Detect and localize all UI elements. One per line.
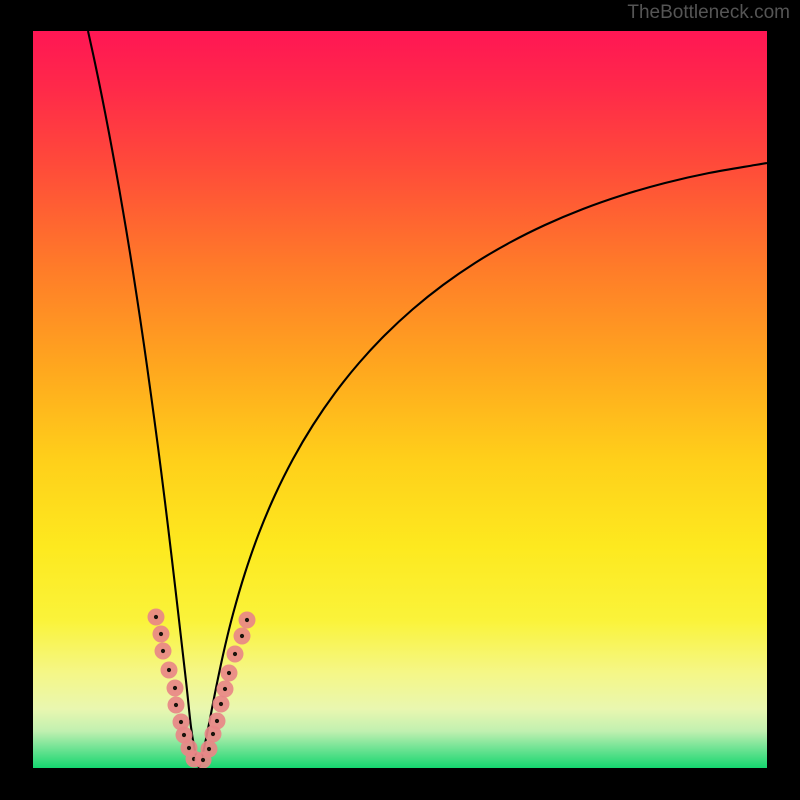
data-marker-center: [227, 671, 231, 675]
right-curve: [199, 163, 767, 768]
data-marker-center: [187, 746, 191, 750]
data-marker-center: [173, 686, 177, 690]
data-marker-center: [245, 618, 249, 622]
data-marker-center: [154, 615, 158, 619]
data-marker-center: [167, 668, 171, 672]
data-marker-center: [182, 733, 186, 737]
data-marker-center: [240, 634, 244, 638]
curve-overlay: [33, 31, 767, 768]
data-marker-center: [174, 703, 178, 707]
data-marker-center: [207, 747, 211, 751]
data-marker-center: [211, 732, 215, 736]
plot-area: [33, 31, 767, 768]
data-marker-center: [161, 649, 165, 653]
data-marker-center: [223, 687, 227, 691]
data-marker-center: [219, 702, 223, 706]
marker-group: [148, 609, 256, 769]
data-marker-center: [215, 719, 219, 723]
data-marker-center: [179, 720, 183, 724]
left-curve: [88, 31, 199, 768]
data-marker-center: [233, 652, 237, 656]
data-marker-center: [159, 632, 163, 636]
watermark-text: TheBottleneck.com: [627, 2, 790, 24]
data-marker-center: [201, 758, 205, 762]
